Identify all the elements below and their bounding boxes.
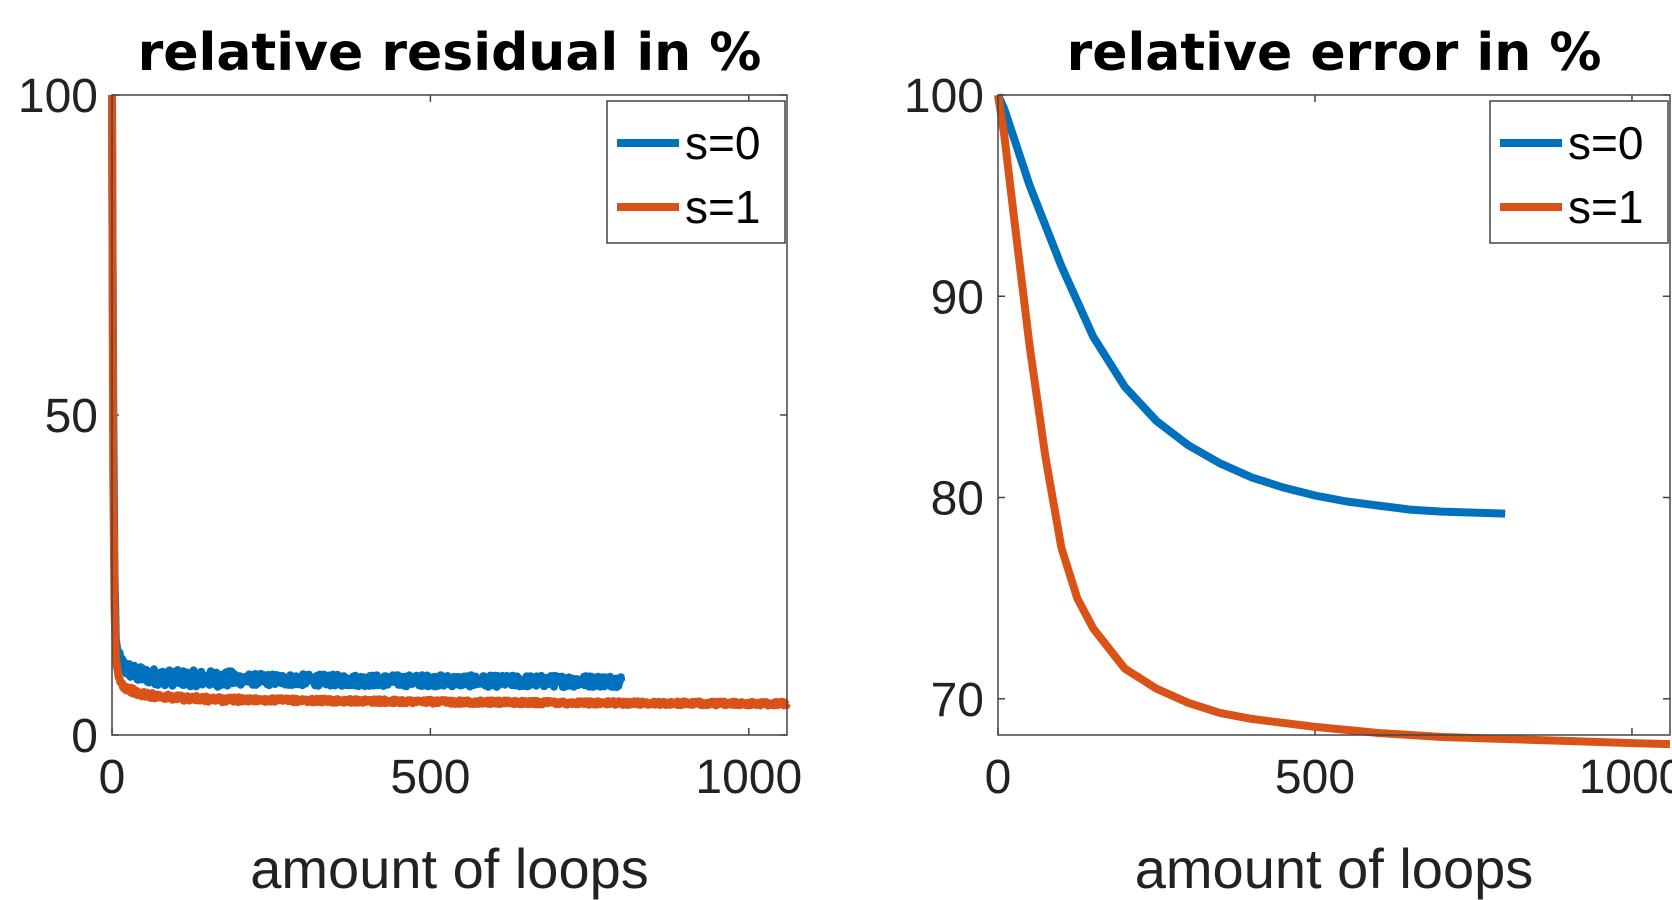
error-series-s0-line (994, 93, 1506, 518)
error-x-tick-label: 1000 (1579, 751, 1672, 804)
error-legend-label-s1: s=1 (1568, 181, 1643, 233)
residual-chart-title: relative residual in % (138, 23, 762, 83)
error-legend: s=0 s=1 (1489, 100, 1669, 244)
error-ticks: 0 500 1000 70 80 90 100 (904, 70, 1672, 804)
error-legend-label-s0: s=0 (1568, 117, 1643, 169)
residual-lines (108, 94, 791, 710)
residual-axes-box (111, 94, 788, 736)
residual-legend: s=0 s=1 (606, 100, 786, 244)
error-y-tick-label: 80 (931, 473, 984, 526)
residual-y-tick-label: 50 (45, 390, 98, 443)
residual-x-tick-label: 500 (390, 751, 470, 804)
residual-legend-label-s0: s=0 (685, 117, 760, 169)
residual-ticks: 0 500 1000 0 50 100 (18, 70, 802, 804)
residual-x-tick-label: 0 (99, 751, 126, 804)
residual-x-axis-label: amount of loops (250, 837, 648, 900)
error-y-tick-label: 70 (931, 674, 984, 727)
error-x-tick-label: 0 (985, 751, 1012, 804)
error-y-tick-label: 100 (904, 70, 984, 123)
residual-plot: relative residual in % amount of loops 0… (18, 23, 802, 900)
residual-y-tick-label: 100 (18, 70, 98, 123)
error-lines (994, 93, 1671, 749)
residual-legend-label-s1: s=1 (685, 181, 760, 233)
residual-x-tick-label: 1000 (695, 751, 802, 804)
error-chart-title: relative error in % (1067, 23, 1602, 83)
residual-legend-box (606, 100, 786, 244)
error-legend-box (1489, 100, 1669, 244)
error-y-tick-label: 90 (931, 271, 984, 324)
error-series-s1-line (994, 94, 1671, 749)
error-plot: relative error in % amount of loops 0 500… (904, 23, 1672, 900)
residual-series-s1-line (108, 94, 791, 710)
residual-y-tick-label: 0 (71, 710, 98, 763)
residual-series-s0-line (108, 94, 626, 691)
error-axes-box (997, 94, 1671, 736)
error-x-tick-label: 500 (1275, 751, 1355, 804)
error-x-axis-label: amount of loops (1135, 837, 1533, 900)
